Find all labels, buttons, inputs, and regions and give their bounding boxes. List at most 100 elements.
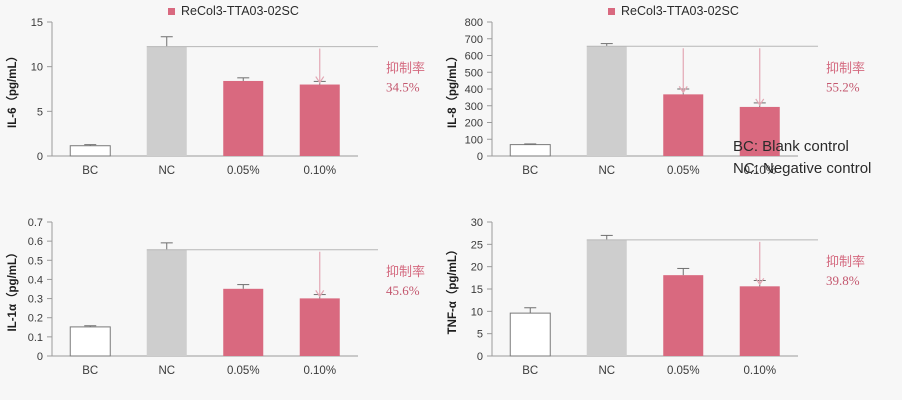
bar-il1a-010 — [299, 298, 340, 356]
x-tick-label: 0.05% — [667, 165, 700, 177]
y-axis-ticks: 0 5 10 15 20 25 30 — [471, 217, 492, 363]
bar-il6-NC — [146, 46, 187, 156]
y-axis-ticks: 0 0.1 0.2 0.3 0.4 0.5 0.6 0.7 — [28, 217, 52, 363]
error-bar — [160, 242, 173, 250]
y-axis-ticks: 0 100 200 300 400 500 600 700 800 — [465, 17, 492, 163]
error-bar — [84, 325, 97, 327]
x-axis-labels: BC NC 0.05% 0.10% — [522, 165, 776, 177]
y-tick-label: 30 — [471, 217, 483, 229]
x-tick-label: 0.05% — [227, 165, 260, 177]
chart-il6: 0 5 10 15 IL-6（pg/mL） BC NC 0.05% 0.10% 抑制率 34.5% R… — [5, 4, 425, 177]
y-tick-label: 800 — [465, 17, 483, 29]
error-bar — [160, 36, 173, 47]
bars-group — [509, 43, 780, 157]
error-bar — [84, 144, 97, 146]
plot-area: 0 5 10 15 IL-6（pg/mL） BC NC 0.05% 0.10% 抑制率 34.5% — [5, 17, 425, 177]
bar-tnfa-005 — [663, 275, 704, 356]
bars-group — [509, 234, 780, 357]
x-axis-labels: BC NC 0.05% 0.10% — [522, 365, 776, 377]
panel-il1a: 0 0.1 0.2 0.3 0.4 0.5 0.6 0.7 IL-1α（pg/mL） BC NC 0.… — [0, 200, 440, 400]
panel-il8: 0 100 200 300 400 500 600 700 800 IL-8（pg/mL） BC NC… — [440, 0, 880, 200]
bar-il8-NC — [586, 46, 627, 156]
plot-area: 0 100 200 300 400 500 600 700 800 IL-8（pg/mL） BC NC… — [445, 17, 865, 177]
bars-group — [69, 242, 340, 357]
y-tick-label: 5 — [477, 329, 483, 341]
bar-tnfa-NC — [586, 239, 627, 356]
y-tick-label: 0.4 — [28, 274, 43, 286]
plot-area: 0 0.1 0.2 0.3 0.4 0.5 0.6 0.7 IL-1α（pg/mL） BC NC 0.… — [5, 217, 425, 377]
bar-tnfa-010 — [739, 286, 780, 356]
legend: ReCol3-TTA03-02SC — [608, 4, 739, 18]
x-tick-label: BC — [522, 365, 538, 377]
error-bar — [677, 267, 690, 276]
inhibition-arrow — [755, 48, 765, 107]
inhibition-rate-value: 45.6% — [386, 283, 420, 298]
y-tick-label: 25 — [471, 239, 483, 251]
chart-il1a: 0 0.1 0.2 0.3 0.4 0.5 0.6 0.7 IL-1α（pg/mL） BC NC 0.… — [5, 217, 425, 377]
x-tick-label: BC — [522, 165, 538, 177]
x-tick-label: 0.10% — [303, 165, 336, 177]
inhibition-arrow — [315, 251, 325, 298]
note-negative-control: NC: Negative control — [733, 159, 872, 177]
y-tick-label: 15 — [471, 284, 483, 296]
bar-il8-BC — [509, 144, 551, 157]
inhibition-rate-label: 抑制率 — [826, 254, 865, 269]
error-bar — [524, 143, 537, 145]
inhibition-rate-value: 55.2% — [826, 79, 860, 94]
x-tick-label: BC — [82, 365, 98, 377]
y-tick-label: 400 — [465, 84, 483, 96]
legend-label: ReCol3-TTA03-02SC — [621, 4, 739, 18]
y-tick-label: 0.6 — [28, 236, 43, 248]
legend-square-marker — [608, 8, 615, 15]
bar-il8-010 — [739, 106, 780, 156]
y-tick-label: 700 — [465, 34, 483, 46]
inhibition-arrow — [678, 48, 688, 94]
inhibition-rate-value: 39.8% — [826, 273, 860, 288]
inhibition-arrow — [315, 48, 325, 84]
y-tick-label: 10 — [31, 62, 43, 74]
bar-il6-005 — [223, 80, 264, 156]
control-definitions: BC: Blank control NC: Negative control — [733, 136, 871, 180]
y-tick-label: 20 — [471, 262, 483, 274]
y-tick-label: 0.5 — [28, 255, 43, 267]
y-tick-label: 0.7 — [28, 217, 43, 229]
x-tick-label: NC — [598, 165, 615, 177]
inhibition-rate-label: 抑制率 — [386, 61, 425, 76]
panel-il6: 0 5 10 15 IL-6（pg/mL） BC NC 0.05% 0.10% 抑制率 34.5% R… — [0, 0, 440, 200]
bar-il1a-NC — [146, 249, 187, 356]
y-tick-label: 0.2 — [28, 313, 43, 325]
y-tick-label: 200 — [465, 118, 483, 130]
y-tick-label: 15 — [31, 17, 43, 29]
y-tick-label: 0 — [37, 151, 43, 163]
x-tick-label: 0.10% — [303, 365, 336, 377]
panel-tnfa: 0 5 10 15 20 25 30 TNF-α（pg/mL） BC NC 0.05% 0.10% 抑制… — [440, 200, 880, 400]
error-bar — [524, 307, 537, 314]
legend: ReCol3-TTA03-02SC — [168, 4, 299, 18]
inhibition-arrow — [755, 241, 765, 286]
x-tick-label: NC — [158, 365, 175, 377]
x-tick-label: NC — [158, 165, 175, 177]
x-tick-label: 0.05% — [667, 365, 700, 377]
inhibition-rate-label: 抑制率 — [826, 60, 865, 75]
y-axis-title: IL-6（pg/mL） — [5, 50, 19, 128]
y-tick-label: 0.3 — [28, 294, 43, 306]
bar-il6-010 — [299, 84, 340, 156]
x-axis-labels: BC NC 0.05% 0.10% — [82, 165, 336, 177]
y-tick-label: 600 — [465, 51, 483, 63]
y-tick-label: 0.1 — [28, 332, 43, 344]
error-bar — [600, 234, 613, 240]
bar-il1a-BC — [69, 326, 111, 357]
y-tick-label: 300 — [465, 101, 483, 113]
bars-group — [69, 36, 340, 157]
y-axis-title: IL-8（pg/mL） — [445, 50, 459, 128]
error-bar — [237, 284, 250, 289]
y-axis-title: TNF-α（pg/mL） — [445, 244, 459, 335]
legend-label: ReCol3-TTA03-02SC — [181, 4, 299, 18]
x-axis-labels: BC NC 0.05% 0.10% — [82, 365, 336, 377]
y-tick-label: 0 — [477, 151, 483, 163]
y-tick-label: 500 — [465, 67, 483, 79]
error-bar — [237, 77, 250, 81]
y-tick-label: 5 — [37, 106, 43, 118]
inhibition-rate-label: 抑制率 — [386, 264, 425, 279]
